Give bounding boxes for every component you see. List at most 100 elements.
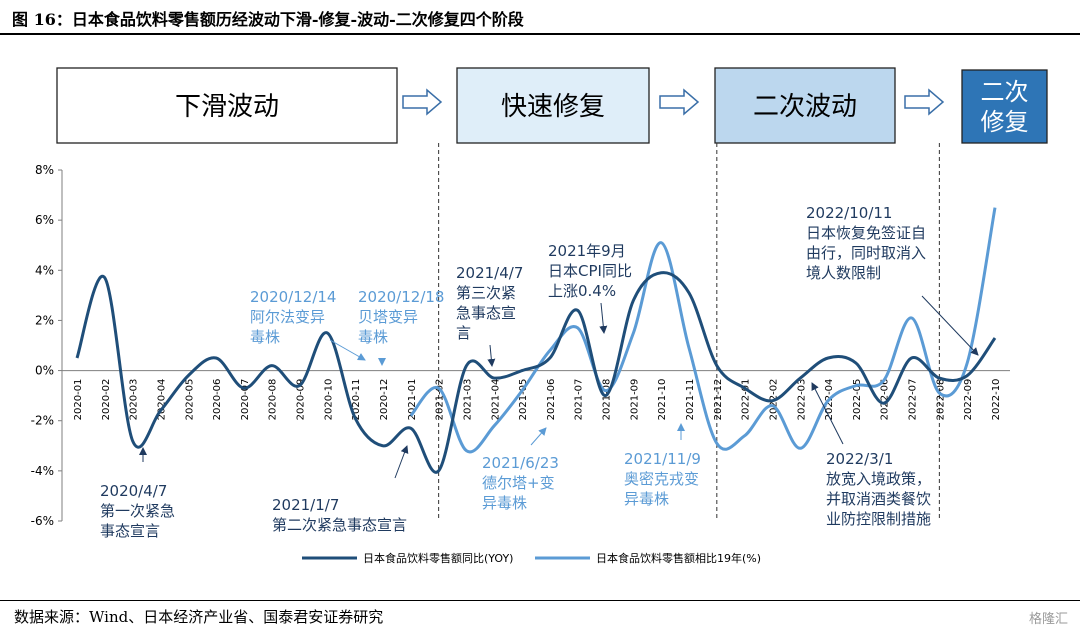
annotation-text-line: 日本CPI同比 <box>548 262 632 280</box>
x-tick-label: 2020-08 <box>268 379 279 421</box>
x-tick-label: 2022-08 <box>935 379 946 421</box>
x-tick-label: 2020-12 <box>379 379 390 421</box>
phase-box-4 <box>961 69 1048 144</box>
x-tick-label: 2020-01 <box>73 379 84 421</box>
annotation-text-line: 贝塔变异 <box>358 308 418 326</box>
x-tick-label: 2022-03 <box>796 379 807 421</box>
x-tick-label: 2021-12 <box>713 379 724 421</box>
annotation-arrow-icon <box>921 295 979 356</box>
annotation-text-line: 日本恢复免签证自 <box>806 224 926 242</box>
phase-label-3-line-1: 二次波动 <box>753 92 857 122</box>
annotation-arrow-icon <box>487 344 496 367</box>
annotation-text-line: 2021/4/7 <box>456 264 523 282</box>
legend-label-1: 日本食品饮料零售额同比(YOY) <box>363 551 513 565</box>
x-tick-label: 2020-05 <box>184 379 195 421</box>
annotation-arrow-icon <box>329 339 366 361</box>
x-tick-label: 2021-05 <box>518 379 529 421</box>
data-source: 数据来源：Wind、日本经济产业省、国泰君安证券研究 <box>14 608 384 626</box>
x-tick-label: 2020-09 <box>296 379 307 421</box>
annotation-text-line: 奥密克戎变 <box>624 470 699 488</box>
annotation-text-line: 毒株 <box>358 328 388 346</box>
annotation-text-line: 2022/10/11 <box>806 204 892 222</box>
x-tick-label: 2020-07 <box>240 379 251 421</box>
annotation-text-line: 言 <box>456 324 471 342</box>
annotation-arrow-icon <box>811 382 844 445</box>
annotation-text-line: 德尔塔+变 <box>482 474 555 492</box>
x-tick-label: 2020-06 <box>212 379 223 421</box>
annotation-4: 2021/1/7 第二次紧急事态宣言 <box>272 445 409 534</box>
x-tick-label: 2021-07 <box>574 379 585 421</box>
figure-title: 图 16：日本食品饮料零售额历经波动下滑-修复-波动-二次修复四个阶段 <box>12 10 524 29</box>
annotation-text-line: 2020/12/18 <box>358 288 444 306</box>
y-tick-label: -2% <box>31 414 54 428</box>
phase-label-2-line-1: 快速修复 <box>501 92 605 122</box>
annotation-text-line: 2020/12/14 <box>250 288 336 306</box>
annotation-text-line: 第三次紧 <box>456 284 516 302</box>
phase-label-4-line-2: 修复 <box>981 108 1029 136</box>
phase-arrow-icon-1 <box>402 88 443 116</box>
annotation-text-line: 上涨0.4% <box>548 282 616 300</box>
x-tick-label: 2020-04 <box>156 379 167 421</box>
phase-label-1-line-1: 下滑波动 <box>175 92 279 122</box>
annotation-text-line: 由行，同时取消入 <box>806 244 926 262</box>
y-tick-label: 8% <box>35 163 54 177</box>
x-tick-label: 2021-10 <box>657 379 668 421</box>
x-tick-label: 2020-02 <box>101 379 112 421</box>
annotation-text-line: 异毒株 <box>482 494 527 512</box>
annotation-text-line: 事态宣言 <box>100 522 160 540</box>
phase-arrow-icon-2 <box>659 88 700 116</box>
phase-box-1 <box>56 67 398 144</box>
x-tick-label: 2021-03 <box>462 379 473 421</box>
x-tick-label: 2021-11 <box>685 379 696 421</box>
annotation-text-line: 第一次紧急 <box>100 502 175 520</box>
y-tick-label: -4% <box>31 464 54 478</box>
annotation-text-line: 境人数限制 <box>806 264 881 282</box>
y-tick-label: 0% <box>35 364 54 378</box>
chart: 下滑波动 快速修复 二次波动 二次修复 -6% -4% -2% 0% 2% 4% 6% 8% 2020-… <box>31 67 1048 565</box>
y-tick-label: 6% <box>35 213 54 227</box>
footer-rule <box>0 600 1080 601</box>
x-tick-label: 2021-09 <box>629 379 640 421</box>
y-tick-label: 4% <box>35 263 54 277</box>
title-rule <box>0 33 1080 35</box>
annotation-text-line: 并取消酒类餐饮 <box>826 490 931 508</box>
watermark: 格隆汇 <box>1028 612 1068 627</box>
x-tick-label: 2021-04 <box>490 379 501 421</box>
annotation-text-line: 2022/3/1 <box>826 450 893 468</box>
y-tick-label: -6% <box>31 514 54 528</box>
annotation-text-line: 业防控限制措施 <box>826 510 931 528</box>
x-tick-label: 2022-07 <box>908 379 919 421</box>
annotation-text-line: 2020/4/7 <box>100 482 167 500</box>
legend-label-2: 日本食品饮料零售额相比19年(%) <box>596 551 761 565</box>
series-line-1 <box>75 271 997 474</box>
x-tick-label: 2022-01 <box>741 379 752 421</box>
annotation-text-line: 阿尔法变异 <box>250 308 325 326</box>
annotation-text-line: 毒株 <box>250 328 280 346</box>
annotation-text-line: 2021/6/23 <box>482 454 559 472</box>
x-tick-label: 2020-03 <box>129 379 140 421</box>
annotation-text-line: 2021/11/9 <box>624 450 701 468</box>
x-tick-label: 2022-09 <box>963 379 974 421</box>
phase-arrow-icon-3 <box>904 88 945 116</box>
annotation-text-line: 放宽入境政策， <box>826 470 931 488</box>
annotation-arrow-icon <box>394 445 409 479</box>
phase-label-4-line-1: 二次 <box>981 78 1029 106</box>
annotation-text-line: 2021年9月 <box>548 242 626 260</box>
annotation-text-line: 第二次紧急事态宣言 <box>272 516 407 534</box>
x-tick-label: 2022-05 <box>852 379 863 421</box>
annotation-arrow-icon <box>599 302 608 334</box>
x-tick-label: 2021-02 <box>435 379 446 421</box>
series-line-2 <box>409 207 997 454</box>
y-tick-label: 2% <box>35 313 54 327</box>
annotation-arrow-icon <box>530 427 547 446</box>
x-tick-label: 2021-06 <box>546 379 557 421</box>
